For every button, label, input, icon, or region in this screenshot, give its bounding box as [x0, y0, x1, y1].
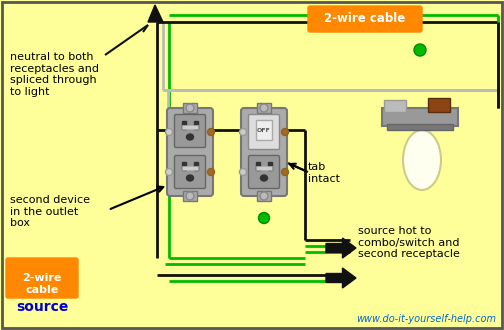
Circle shape — [186, 192, 194, 200]
Ellipse shape — [186, 175, 194, 181]
Bar — [183, 191, 197, 201]
Text: source: source — [16, 300, 68, 314]
Bar — [194, 162, 198, 170]
Bar — [256, 166, 272, 170]
Circle shape — [208, 128, 215, 136]
FancyBboxPatch shape — [248, 115, 280, 149]
FancyBboxPatch shape — [167, 108, 213, 196]
Bar — [387, 124, 453, 130]
Bar — [183, 103, 197, 113]
Bar — [257, 103, 271, 113]
Text: 2-wire cable: 2-wire cable — [325, 13, 406, 25]
Bar — [382, 108, 458, 126]
Bar — [268, 162, 272, 170]
Text: neutral to both
receptacles and
spliced through
to light: neutral to both receptacles and spliced … — [10, 52, 99, 97]
Text: 2-wire
cable: 2-wire cable — [22, 273, 61, 295]
Bar — [384, 100, 406, 112]
Bar — [257, 191, 271, 201]
Bar — [194, 121, 198, 129]
Text: OFF: OFF — [257, 127, 271, 133]
FancyBboxPatch shape — [308, 6, 422, 32]
Bar — [256, 162, 260, 170]
Text: tab
intact: tab intact — [308, 162, 340, 183]
Text: source hot to
combo/switch and
second receptacle: source hot to combo/switch and second re… — [358, 226, 460, 259]
Bar — [182, 166, 198, 170]
Bar — [182, 121, 186, 129]
FancyBboxPatch shape — [174, 155, 206, 188]
Circle shape — [239, 169, 246, 176]
FancyBboxPatch shape — [174, 115, 206, 148]
Text: www.do-it-yourself-help.com: www.do-it-yourself-help.com — [356, 314, 496, 324]
FancyBboxPatch shape — [241, 108, 287, 196]
Circle shape — [259, 213, 270, 223]
Polygon shape — [326, 238, 356, 258]
Circle shape — [260, 192, 268, 200]
Bar — [428, 98, 450, 112]
Bar — [182, 162, 186, 170]
Bar — [256, 120, 272, 140]
Circle shape — [282, 169, 288, 176]
Circle shape — [186, 104, 194, 112]
Ellipse shape — [261, 175, 268, 181]
Polygon shape — [148, 5, 163, 22]
Circle shape — [239, 128, 246, 136]
Circle shape — [165, 169, 172, 176]
Circle shape — [165, 128, 172, 136]
Circle shape — [260, 104, 268, 112]
Circle shape — [414, 44, 426, 56]
Bar — [182, 125, 198, 129]
Ellipse shape — [403, 130, 441, 190]
Text: second device
in the outlet
box: second device in the outlet box — [10, 195, 90, 228]
FancyBboxPatch shape — [6, 258, 78, 298]
Polygon shape — [326, 268, 356, 288]
Ellipse shape — [186, 134, 194, 140]
FancyBboxPatch shape — [248, 155, 280, 188]
Circle shape — [282, 128, 288, 136]
Circle shape — [208, 169, 215, 176]
